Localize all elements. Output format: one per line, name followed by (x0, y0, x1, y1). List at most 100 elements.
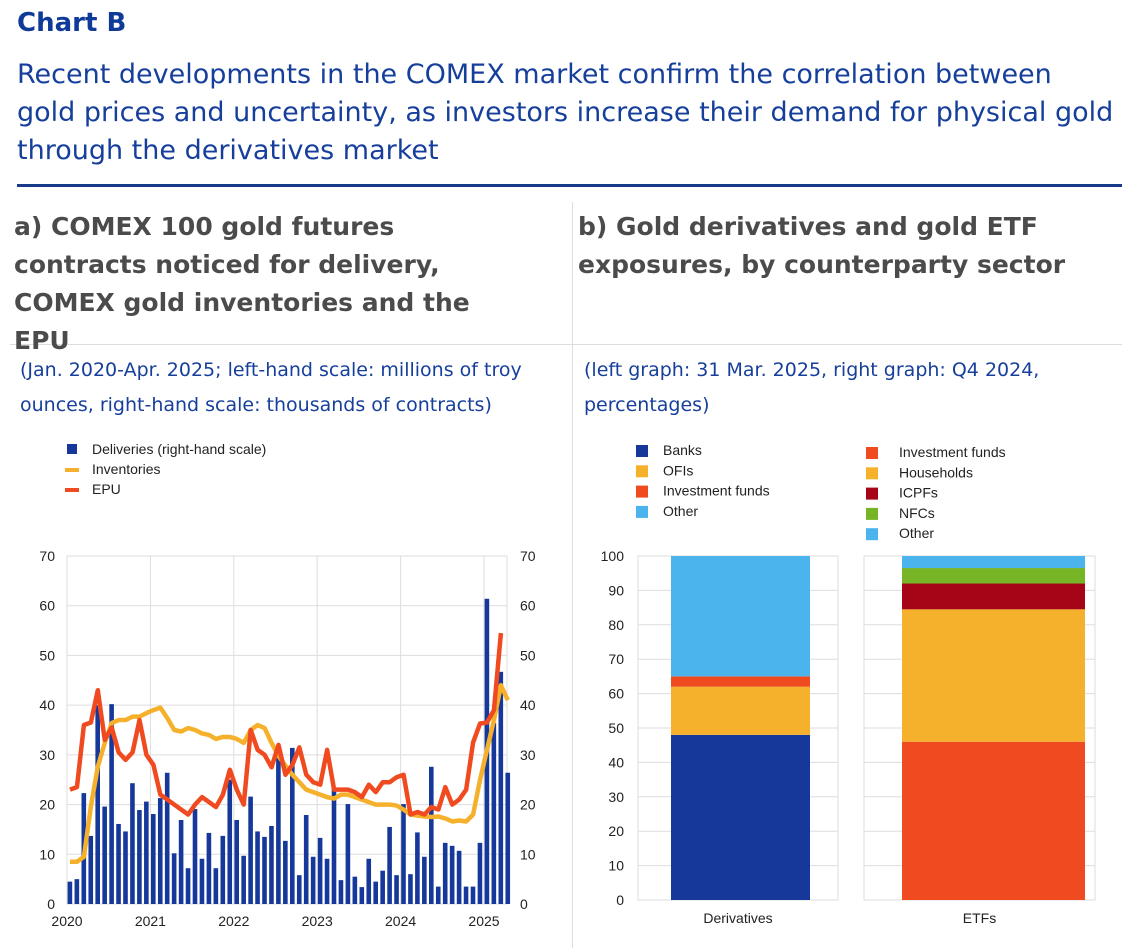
delivery-bar (477, 842, 483, 904)
delivery-bar (456, 850, 462, 904)
y-left-tick-label: 20 (39, 797, 55, 813)
delivery-bar (74, 879, 80, 904)
delivery-bar (387, 826, 392, 904)
y-left-tick-label: 50 (39, 647, 55, 663)
y-right-tick-label: 30 (520, 747, 536, 763)
delivery-bar (283, 840, 288, 904)
delivery-bar (213, 868, 219, 904)
delivery-bar (241, 855, 246, 904)
panel-b-heading: b) Gold derivatives and gold ETF exposur… (578, 212, 1066, 279)
category-label: ETFs (963, 910, 996, 926)
chart-label: Chart B (17, 8, 127, 38)
x-tick-label: 2021 (135, 913, 166, 929)
delivery-bar (296, 875, 302, 904)
x-tick-label: 2025 (468, 913, 499, 929)
y-tick-label: 80 (608, 617, 624, 633)
delivery-bar (220, 835, 226, 904)
stacked-segment-icpfs (902, 583, 1085, 610)
delivery-bar (324, 858, 330, 904)
delivery-bar (95, 705, 100, 904)
delivery-bar (185, 868, 191, 904)
legend-swatch (866, 528, 878, 541)
y-left-tick-label: 40 (39, 697, 55, 713)
delivery-bar (206, 832, 212, 904)
delivery-bar (178, 819, 184, 904)
panel-divider (572, 202, 573, 948)
y-left-tick-label: 10 (39, 846, 55, 862)
panel-b-note: (left graph: 31 Mar. 2025, right graph: … (584, 359, 1040, 416)
y-tick-label: 30 (608, 789, 624, 805)
delivery-bar (422, 856, 427, 904)
y-right-tick-label: 50 (520, 647, 536, 663)
delivery-bar (463, 886, 469, 904)
legend-swatch (866, 507, 878, 520)
x-tick-label: 2020 (51, 913, 82, 929)
delivery-bar (130, 783, 135, 904)
delivery-bar (164, 772, 170, 904)
stacked-segment-investment-funds (671, 676, 810, 687)
delivery-bar (144, 801, 149, 904)
y-left-tick-label: 60 (39, 598, 55, 614)
delivery-bar (303, 815, 309, 904)
legend-label: Investment funds (663, 483, 770, 499)
delivery-bar (380, 870, 385, 904)
delivery-bar (449, 845, 455, 904)
delivery-bar (352, 876, 358, 904)
delivery-bar (317, 837, 323, 904)
y-right-tick-label: 20 (520, 797, 536, 813)
legend-label: Investment funds (899, 444, 1006, 460)
y-left-tick-label: 70 (39, 548, 55, 564)
y-tick-label: 90 (608, 582, 624, 598)
legend-label: Households (899, 464, 973, 480)
legend-swatch (866, 487, 878, 500)
x-tick-label: 2022 (218, 913, 249, 929)
delivery-bar (199, 858, 205, 904)
legend-label: Deliveries (right-hand scale) (92, 441, 266, 457)
delivery-bar (442, 842, 448, 904)
delivery-bar (192, 809, 198, 904)
legend-label: EPU (92, 481, 121, 497)
delivery-bar (310, 856, 316, 904)
y-right-tick-label: 0 (520, 896, 528, 912)
delivery-bar (498, 671, 504, 904)
delivery-bar (394, 875, 399, 904)
y-left-tick-label: 0 (47, 896, 55, 912)
delivery-bar (102, 806, 107, 904)
delivery-bar (505, 772, 511, 904)
stacked-segment-other (902, 556, 1085, 569)
delivery-bar (109, 704, 114, 904)
legend-swatch (866, 447, 878, 459)
y-right-tick-label: 10 (520, 846, 536, 862)
y-tick-label: 10 (608, 858, 624, 874)
legend-label: Other (663, 503, 698, 519)
y-tick-label: 50 (608, 720, 624, 736)
legend-label: Banks (663, 442, 702, 458)
delivery-bar (366, 858, 372, 904)
epu-line (69, 632, 504, 817)
legend-swatch-inventories (65, 468, 79, 472)
y-tick-label: 0 (616, 892, 624, 908)
stacked-segment-investment-funds (902, 741, 1085, 900)
category-label: Derivatives (703, 910, 772, 926)
delivery-bar (227, 779, 233, 904)
delivery-bar (345, 804, 351, 904)
delivery-bar (151, 814, 156, 904)
legend-swatch (636, 505, 648, 518)
y-tick-label: 40 (608, 754, 624, 770)
heading-divider (10, 344, 1122, 345)
delivery-bar (290, 747, 295, 904)
delivery-bar (248, 796, 253, 904)
delivery-bar (401, 804, 406, 904)
delivery-bar (157, 798, 163, 904)
delivery-bar (470, 886, 476, 904)
x-tick-label: 2023 (302, 913, 333, 929)
delivery-bar (269, 825, 274, 904)
delivery-bar (429, 766, 434, 904)
y-right-tick-label: 60 (520, 598, 536, 614)
y-left-tick-label: 30 (39, 747, 55, 763)
delivery-bar (137, 810, 142, 904)
panel-a-note: (Jan. 2020-Apr. 2025; left-hand scale: m… (20, 359, 522, 416)
delivery-bar (408, 874, 413, 904)
legend-swatch-deliveries (67, 444, 77, 454)
